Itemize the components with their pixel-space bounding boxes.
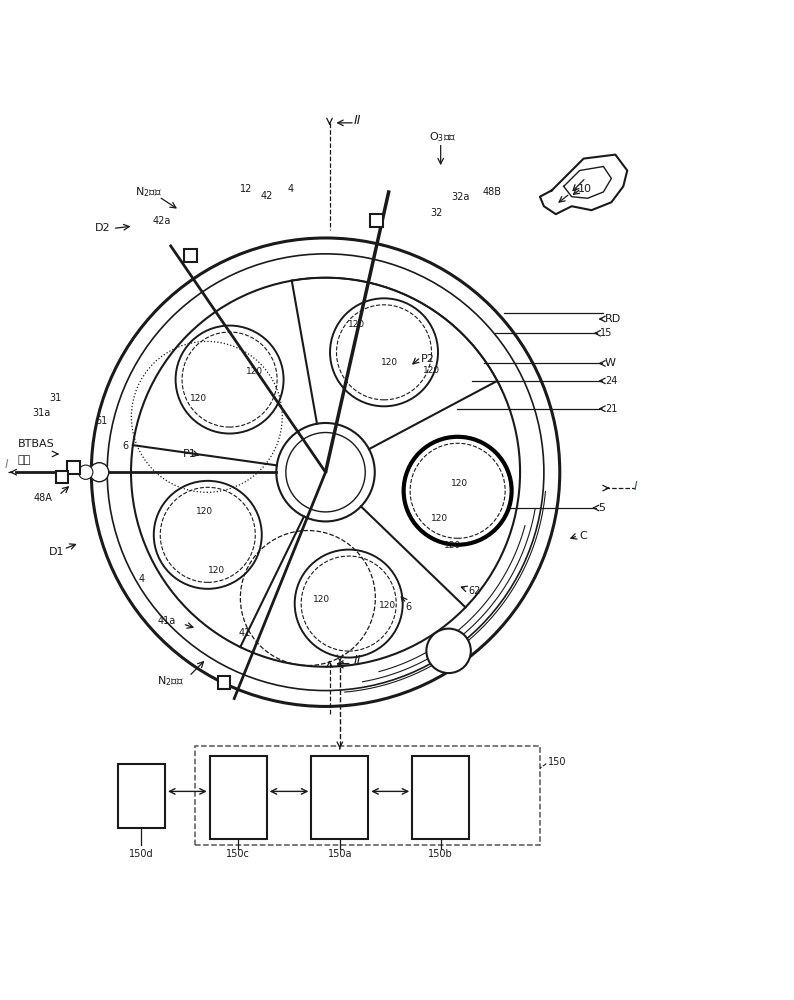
Text: 61: 61: [95, 416, 107, 426]
Text: 120: 120: [349, 320, 365, 329]
Text: 4: 4: [138, 574, 145, 584]
Text: 10: 10: [578, 184, 592, 194]
Text: D2: D2: [95, 223, 111, 233]
Text: 120: 120: [208, 566, 225, 575]
Bar: [311, 756, 368, 839]
Text: II: II: [353, 654, 360, 667]
Circle shape: [90, 463, 109, 482]
Bar: [218, 676, 230, 689]
Text: 150b: 150b: [428, 849, 453, 859]
Text: 120: 120: [196, 507, 214, 516]
Text: 32a: 32a: [451, 192, 469, 202]
Circle shape: [403, 437, 511, 545]
Text: 150d: 150d: [129, 849, 154, 859]
Text: 150a: 150a: [328, 849, 352, 859]
Bar: [184, 249, 197, 262]
Text: 120: 120: [422, 366, 440, 375]
Circle shape: [79, 465, 93, 479]
Text: 120: 120: [246, 367, 264, 376]
Text: D1: D1: [49, 547, 65, 557]
Text: 120: 120: [190, 394, 207, 403]
Text: O$_3$气体: O$_3$气体: [429, 130, 457, 144]
Bar: [118, 764, 165, 828]
Text: RD: RD: [605, 314, 621, 324]
Text: I: I: [5, 458, 8, 471]
Text: 48B: 48B: [483, 187, 502, 197]
Text: 气体: 气体: [17, 455, 31, 465]
Text: N$_2$气体: N$_2$气体: [135, 185, 162, 199]
Text: W: W: [605, 358, 616, 368]
Text: 120: 120: [444, 541, 461, 550]
Text: BTBAS: BTBAS: [17, 439, 54, 449]
Text: 48A: 48A: [33, 493, 52, 503]
Text: 150c: 150c: [226, 849, 250, 859]
Text: 120: 120: [313, 595, 330, 604]
Text: 42: 42: [260, 191, 273, 201]
Text: 42a: 42a: [152, 216, 171, 226]
Text: 24: 24: [605, 376, 618, 386]
Text: I: I: [634, 480, 637, 493]
Bar: [195, 746, 540, 845]
Text: 12: 12: [240, 184, 252, 194]
Text: P2: P2: [421, 354, 434, 364]
Text: II: II: [353, 114, 360, 127]
Bar: [210, 756, 267, 839]
Text: 120: 120: [379, 601, 396, 610]
Text: 4: 4: [287, 184, 294, 194]
Text: 41a: 41a: [158, 616, 176, 626]
Text: 5: 5: [599, 503, 606, 513]
Bar: [67, 461, 80, 474]
Text: P1: P1: [183, 449, 196, 459]
Bar: [56, 471, 68, 483]
Text: 120: 120: [380, 358, 398, 367]
Text: 120: 120: [452, 479, 468, 488]
Text: 6: 6: [122, 441, 129, 451]
Text: 41: 41: [238, 628, 250, 638]
Text: 31: 31: [50, 393, 62, 403]
Bar: [412, 756, 469, 839]
Text: C: C: [580, 531, 588, 541]
Text: 21: 21: [605, 404, 618, 414]
Text: 150: 150: [548, 757, 566, 767]
Circle shape: [426, 629, 471, 673]
Text: 15: 15: [600, 328, 613, 338]
Text: 31a: 31a: [33, 408, 51, 418]
Text: 6: 6: [405, 602, 411, 612]
Text: N$_2$气体: N$_2$气体: [157, 674, 184, 688]
Bar: [370, 214, 383, 227]
Text: 120: 120: [431, 514, 448, 523]
Text: 62: 62: [468, 586, 481, 596]
Text: 32: 32: [430, 208, 443, 218]
